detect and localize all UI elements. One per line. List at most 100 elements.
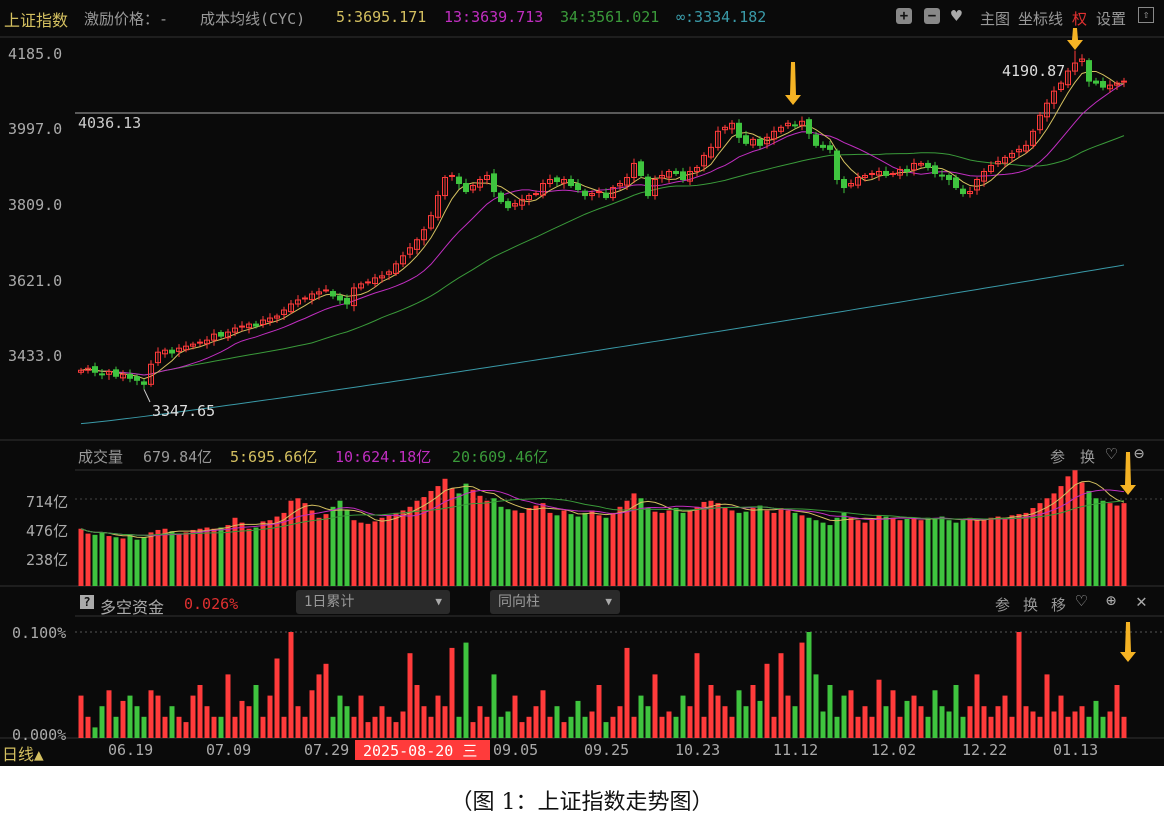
fund-bar <box>428 716 434 738</box>
fund-bar <box>736 690 742 738</box>
volume-bar <box>827 525 833 586</box>
candle <box>1044 102 1050 118</box>
fund-bar <box>715 695 721 738</box>
volume-bar <box>1009 515 1015 586</box>
volume-bar <box>484 500 490 586</box>
fund-bar <box>106 690 112 738</box>
candle <box>876 170 882 176</box>
volume-bar <box>197 528 203 586</box>
fund-bar <box>610 716 616 738</box>
switch-button[interactable]: 换 <box>1080 448 1096 466</box>
volume-bar <box>533 505 539 586</box>
fund-bar <box>946 711 952 738</box>
candle <box>806 119 812 134</box>
volume-bar <box>1093 498 1099 586</box>
bar-mode-select[interactable]: 同向柱 ▼ <box>490 590 620 614</box>
fund-bar <box>729 716 735 738</box>
volume-bar <box>1079 482 1085 586</box>
heart-icon[interactable]: ♡ <box>1106 444 1117 465</box>
volume-bar <box>792 512 798 586</box>
hline-label: 4036.13 <box>78 114 142 132</box>
candle <box>659 174 665 179</box>
fund-bar <box>225 674 231 738</box>
rights-button[interactable]: 权 <box>1072 10 1088 28</box>
x-tick: 10.23 <box>675 741 721 759</box>
volume-bar <box>589 510 595 586</box>
volume-bar <box>743 511 749 586</box>
volume-bar <box>701 501 707 586</box>
volume-bar <box>351 520 357 586</box>
fund-bar <box>1009 716 1015 738</box>
params-button[interactable]: 参 <box>995 596 1011 614</box>
candle <box>540 183 546 196</box>
candle <box>624 176 630 186</box>
volume-bar <box>512 510 518 586</box>
zoom-in-button[interactable]: + <box>896 8 912 24</box>
fund-bar <box>603 722 609 738</box>
axis-line-button[interactable]: 坐标线 <box>1018 10 1064 28</box>
candle <box>939 174 945 177</box>
move-button[interactable]: 移 <box>1051 596 1067 614</box>
fund-bar <box>708 685 714 738</box>
favorite-heart-icon[interactable]: ♥ <box>951 6 962 27</box>
candle <box>246 323 252 329</box>
volume-bar <box>582 512 588 586</box>
fund-bar <box>533 706 539 738</box>
volume-bar <box>848 517 854 586</box>
expand-icon[interactable]: ⇧ <box>1138 7 1154 23</box>
candle <box>610 187 616 199</box>
arrow-marker <box>1120 622 1136 662</box>
fund-bar <box>988 716 994 738</box>
fund-bar <box>393 722 399 738</box>
fund-bar <box>799 642 805 738</box>
switch-button[interactable]: 换 <box>1023 596 1039 614</box>
help-icon[interactable]: ? <box>80 595 94 609</box>
volume-bar <box>771 512 777 586</box>
candle <box>183 345 189 351</box>
candle <box>883 170 889 176</box>
fund-bar <box>792 706 798 738</box>
settings-button[interactable]: 设置 <box>1096 10 1127 28</box>
fund-bar <box>267 695 273 738</box>
fund-bar <box>435 695 441 738</box>
fund-bar <box>757 700 763 738</box>
candle <box>757 138 763 146</box>
candle <box>484 174 490 181</box>
candle <box>470 185 476 191</box>
volume-bar <box>400 510 406 586</box>
candle <box>211 333 217 341</box>
volume-bar <box>127 534 133 586</box>
fund-bar <box>624 647 630 738</box>
candle <box>645 176 651 197</box>
candle <box>372 277 378 285</box>
arrow-marker <box>1067 28 1083 50</box>
x-tick: 01.13 <box>1053 741 1099 759</box>
price-tick: 4185.0 <box>8 45 63 63</box>
volume-bar <box>946 520 952 586</box>
x-tick: 09.25 <box>584 741 630 759</box>
volume-bar <box>890 517 896 586</box>
candle <box>1016 148 1022 153</box>
candle <box>568 179 574 187</box>
period-select[interactable]: 1日累计 ▼ <box>296 590 450 614</box>
heart-icon[interactable]: ♡ <box>1076 591 1087 612</box>
params-button[interactable]: 参 <box>1050 448 1066 466</box>
fund-bar <box>414 685 420 738</box>
candle <box>316 291 322 295</box>
candle <box>834 150 840 181</box>
figure-caption: （图 1：上证指数走势图） <box>450 790 714 815</box>
candle <box>491 173 497 193</box>
chart-canvas[interactable] <box>0 0 1164 766</box>
ma-inf-line <box>80 264 1125 425</box>
zoom-out-icon[interactable]: ⊖ <box>1134 444 1145 464</box>
main-chart-button[interactable]: 主图 <box>980 10 1011 28</box>
period-selector[interactable]: 日线▲ <box>2 745 44 764</box>
fund-bar <box>1079 706 1085 738</box>
volume-bar <box>659 512 665 586</box>
close-icon[interactable]: ✕ <box>1136 591 1147 612</box>
volume-bar <box>1051 493 1057 586</box>
fund-bar <box>764 663 770 738</box>
zoom-out-button[interactable]: − <box>924 8 940 24</box>
zoom-in-icon[interactable]: ⊕ <box>1106 591 1117 611</box>
candle <box>400 255 406 265</box>
